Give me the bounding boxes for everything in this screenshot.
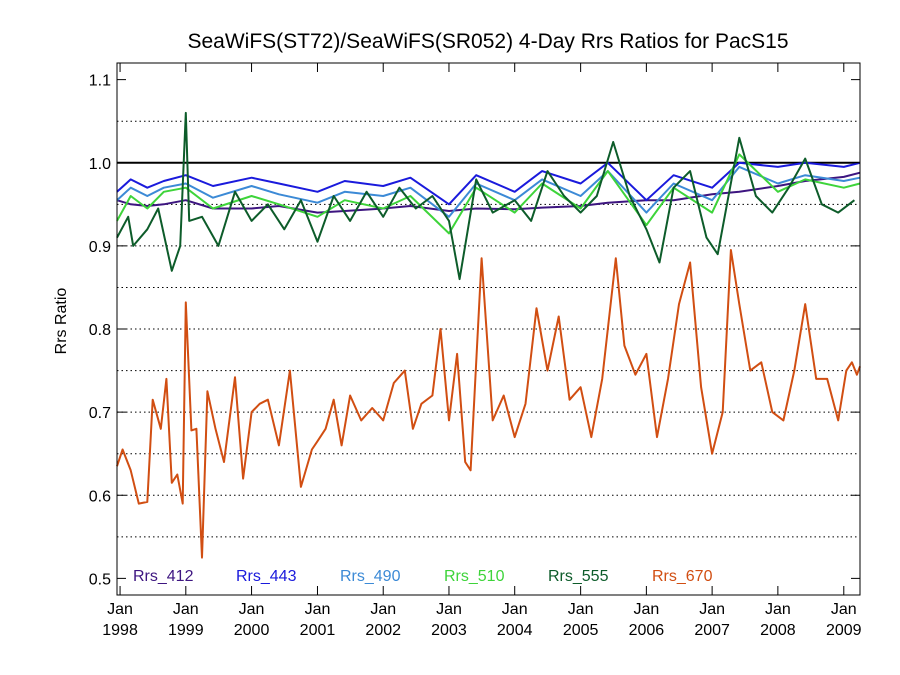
x-tick-label-month: Jan bbox=[831, 601, 857, 618]
x-tick-label-year: 2008 bbox=[760, 622, 796, 639]
y-axis-label: Rrs Ratio bbox=[53, 288, 70, 355]
y-tick-label: 0.6 bbox=[89, 488, 111, 505]
x-tick-label-month: Jan bbox=[239, 601, 265, 618]
x-tick-label-month: Jan bbox=[436, 601, 462, 618]
series-layer bbox=[116, 111, 861, 559]
x-tick-label-month: Jan bbox=[633, 601, 659, 618]
y-tick-label: 0.8 bbox=[89, 322, 111, 339]
x-tick-label-year: 2001 bbox=[300, 622, 336, 639]
legend-entry-rrs-443: Rrs_443 bbox=[236, 568, 297, 585]
legend-entry-rrs-555: Rrs_555 bbox=[548, 568, 609, 585]
x-tick-label-year: 2002 bbox=[365, 622, 401, 639]
legend-entry-rrs-510: Rrs_510 bbox=[444, 568, 505, 585]
x-tick-label-year: 2003 bbox=[431, 622, 467, 639]
x-tick-label-year: 2006 bbox=[629, 622, 665, 639]
x-tick-label-month: Jan bbox=[765, 601, 791, 618]
x-tick-label-year: 1998 bbox=[102, 622, 138, 639]
x-tick-label-year: 1999 bbox=[168, 622, 204, 639]
x-tick-label-year: 2007 bbox=[694, 622, 730, 639]
y-tick-label: 0.9 bbox=[89, 239, 111, 256]
x-tick-label-year: 2009 bbox=[826, 622, 862, 639]
y-tick-label: 1.0 bbox=[89, 156, 111, 173]
x-tick-label-year: 2000 bbox=[234, 622, 270, 639]
x-tick-label-month: Jan bbox=[699, 601, 725, 618]
legend: Rrs_412 Rrs_443 Rrs_490 Rrs_510 Rrs_555 Rrs_6… bbox=[133, 568, 713, 585]
legend-entry-rrs-490: Rrs_490 bbox=[340, 568, 401, 585]
x-tick-label-month: Jan bbox=[502, 601, 528, 618]
series-line-rrs-670 bbox=[116, 249, 861, 559]
x-tick-label-month: Jan bbox=[107, 601, 133, 618]
legend-entry-rrs-670: Rrs_670 bbox=[652, 568, 713, 585]
chart-title: SeaWiFS(ST72)/SeaWiFS(SR052) 4-Day Rrs R… bbox=[187, 30, 788, 53]
y-tick-label: 0.7 bbox=[89, 405, 111, 422]
y-tick-label: 1.1 bbox=[89, 73, 111, 90]
axis-layer: 0.5 0.6 0.7 0.8 0.9 1.0 1.1 Jan 1998 Jan 1999 Jan 20… bbox=[89, 63, 862, 639]
x-tick-label-year: 2005 bbox=[563, 622, 599, 639]
x-tick-label-month: Jan bbox=[305, 601, 331, 618]
plot-frame bbox=[116, 62, 861, 596]
x-tick-label-month: Jan bbox=[370, 601, 396, 618]
x-tick-label-month: Jan bbox=[568, 601, 594, 618]
legend-entry-rrs-412: Rrs_412 bbox=[133, 568, 194, 585]
series-line-rrs-555 bbox=[116, 111, 856, 281]
x-tick-label-month: Jan bbox=[173, 601, 199, 618]
x-tick-label-year: 2004 bbox=[497, 622, 533, 639]
y-tick-label: 0.5 bbox=[89, 571, 111, 588]
series-line-rrs-490 bbox=[116, 165, 861, 218]
